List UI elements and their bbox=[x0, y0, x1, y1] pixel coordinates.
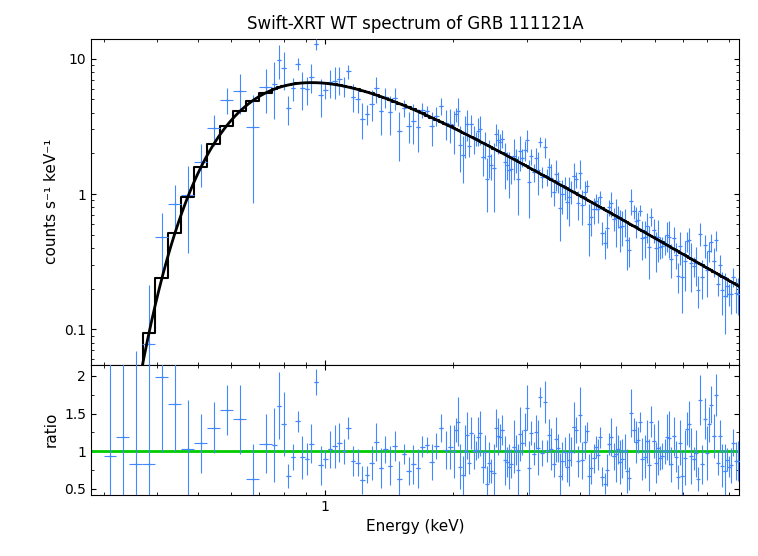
X-axis label: Energy (keV): Energy (keV) bbox=[366, 519, 464, 534]
Title: Swift-XRT WT spectrum of GRB 111121A: Swift-XRT WT spectrum of GRB 111121A bbox=[246, 15, 584, 33]
Y-axis label: counts s⁻¹ keV⁻¹: counts s⁻¹ keV⁻¹ bbox=[43, 139, 58, 265]
Y-axis label: ratio: ratio bbox=[43, 412, 58, 448]
